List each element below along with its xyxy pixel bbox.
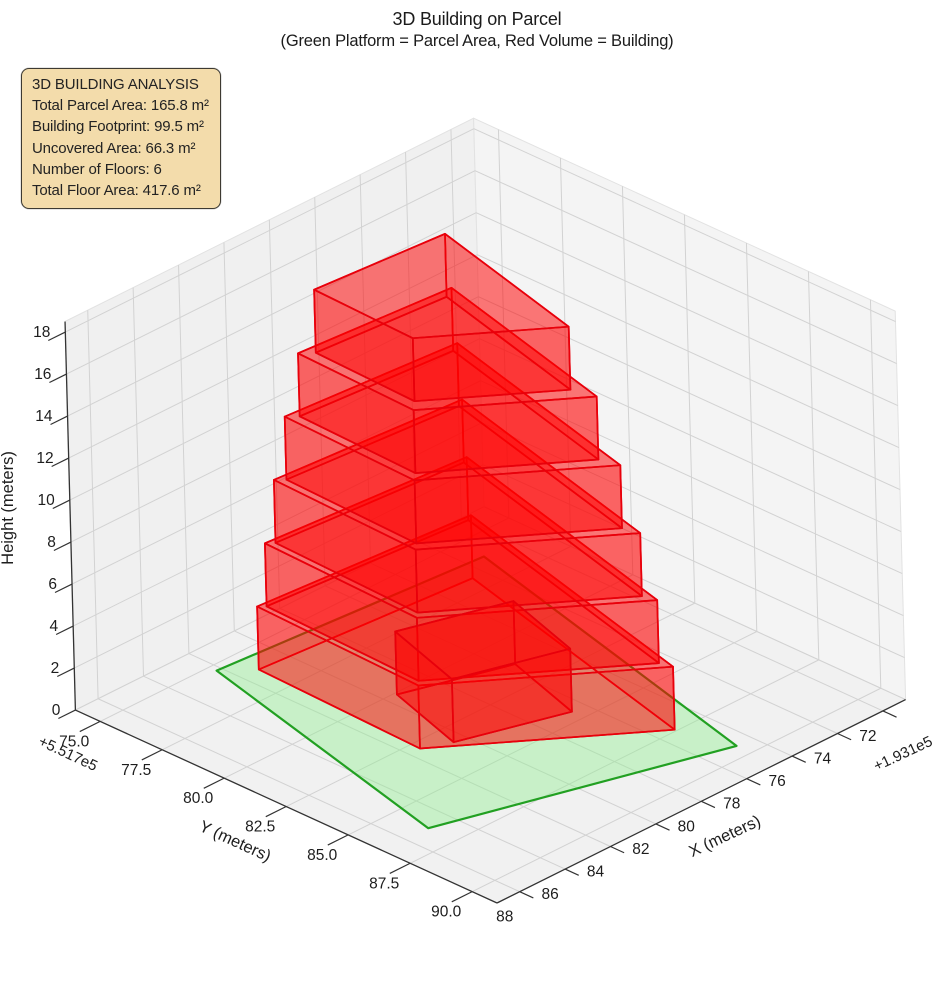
svg-text:8: 8 (47, 534, 56, 551)
svg-text:77.5: 77.5 (121, 762, 151, 779)
svg-text:6: 6 (48, 576, 57, 593)
building-floor-5 (297, 286, 600, 474)
title-line-2: (Green Platform = Parcel Area, Red Volum… (280, 31, 674, 50)
analysis-line-uncovered: Uncovered Area: 66.3 m² (32, 139, 196, 157)
svg-text:16: 16 (34, 366, 51, 383)
title-line-1: 3D Building on Parcel (392, 9, 562, 29)
analysis-line-parcel-area: Total Parcel Area: 165.8 m² (32, 97, 209, 115)
x-axis-ticks: 72 74 76 78 80 82 84 86 88 (496, 710, 897, 926)
svg-text:85.0: 85.0 (307, 847, 338, 864)
figure-title: 3D Building on Parcel (Green Platform = … (10, 8, 944, 51)
svg-text:82: 82 (632, 841, 649, 858)
svg-text:2: 2 (51, 660, 60, 677)
svg-text:14: 14 (35, 408, 53, 425)
svg-text:74: 74 (814, 751, 832, 768)
svg-text:12: 12 (36, 450, 53, 467)
building-floor-4 (283, 342, 623, 545)
svg-text:18: 18 (33, 324, 50, 341)
svg-text:88: 88 (496, 909, 513, 926)
svg-text:10: 10 (38, 492, 56, 509)
z-axis-label: Height (meters) (0, 451, 17, 565)
svg-text:80: 80 (678, 818, 696, 835)
building-volumes (256, 232, 676, 750)
z-axis-ticks: 0 2 4 6 8 10 12 14 16 18 (33, 324, 76, 720)
svg-text:4: 4 (50, 618, 59, 635)
parcel-platform (215, 555, 738, 830)
svg-text:80.0: 80.0 (183, 790, 214, 807)
analysis-line-floors: Number of Floors: 6 (32, 160, 162, 178)
x-axis-offset-text: +1.931e5 (871, 733, 935, 775)
analysis-line-floor-area: Total Floor Area: 417.6 m² (32, 182, 201, 200)
building-floor-3 (273, 398, 643, 614)
svg-text:0: 0 (52, 702, 61, 719)
analysis-box-title: 3D BUILDING ANALYSIS (32, 76, 199, 93)
svg-text:75.0: 75.0 (59, 733, 90, 750)
svg-text:72: 72 (859, 728, 876, 745)
building-floor-1 (394, 600, 573, 744)
svg-text:78: 78 (723, 796, 740, 813)
y-axis-ticks: 75.0 77.5 80.0 82.5 85.0 87.5 90.0 (59, 720, 473, 921)
analysis-line-footprint: Building Footprint: 99.5 m² (32, 118, 204, 136)
x-axis-label: X (meters) (686, 812, 763, 861)
svg-text:76: 76 (768, 773, 785, 790)
analysis-info-box: 3D BUILDING ANALYSIS Total Parcel Area: … (21, 68, 221, 210)
building-floor-6 (313, 232, 572, 403)
svg-text:87.5: 87.5 (369, 875, 399, 892)
svg-text:84: 84 (587, 864, 605, 881)
svg-text:90.0: 90.0 (431, 904, 462, 921)
svg-text:82.5: 82.5 (245, 819, 275, 836)
svg-text:86: 86 (541, 886, 558, 903)
